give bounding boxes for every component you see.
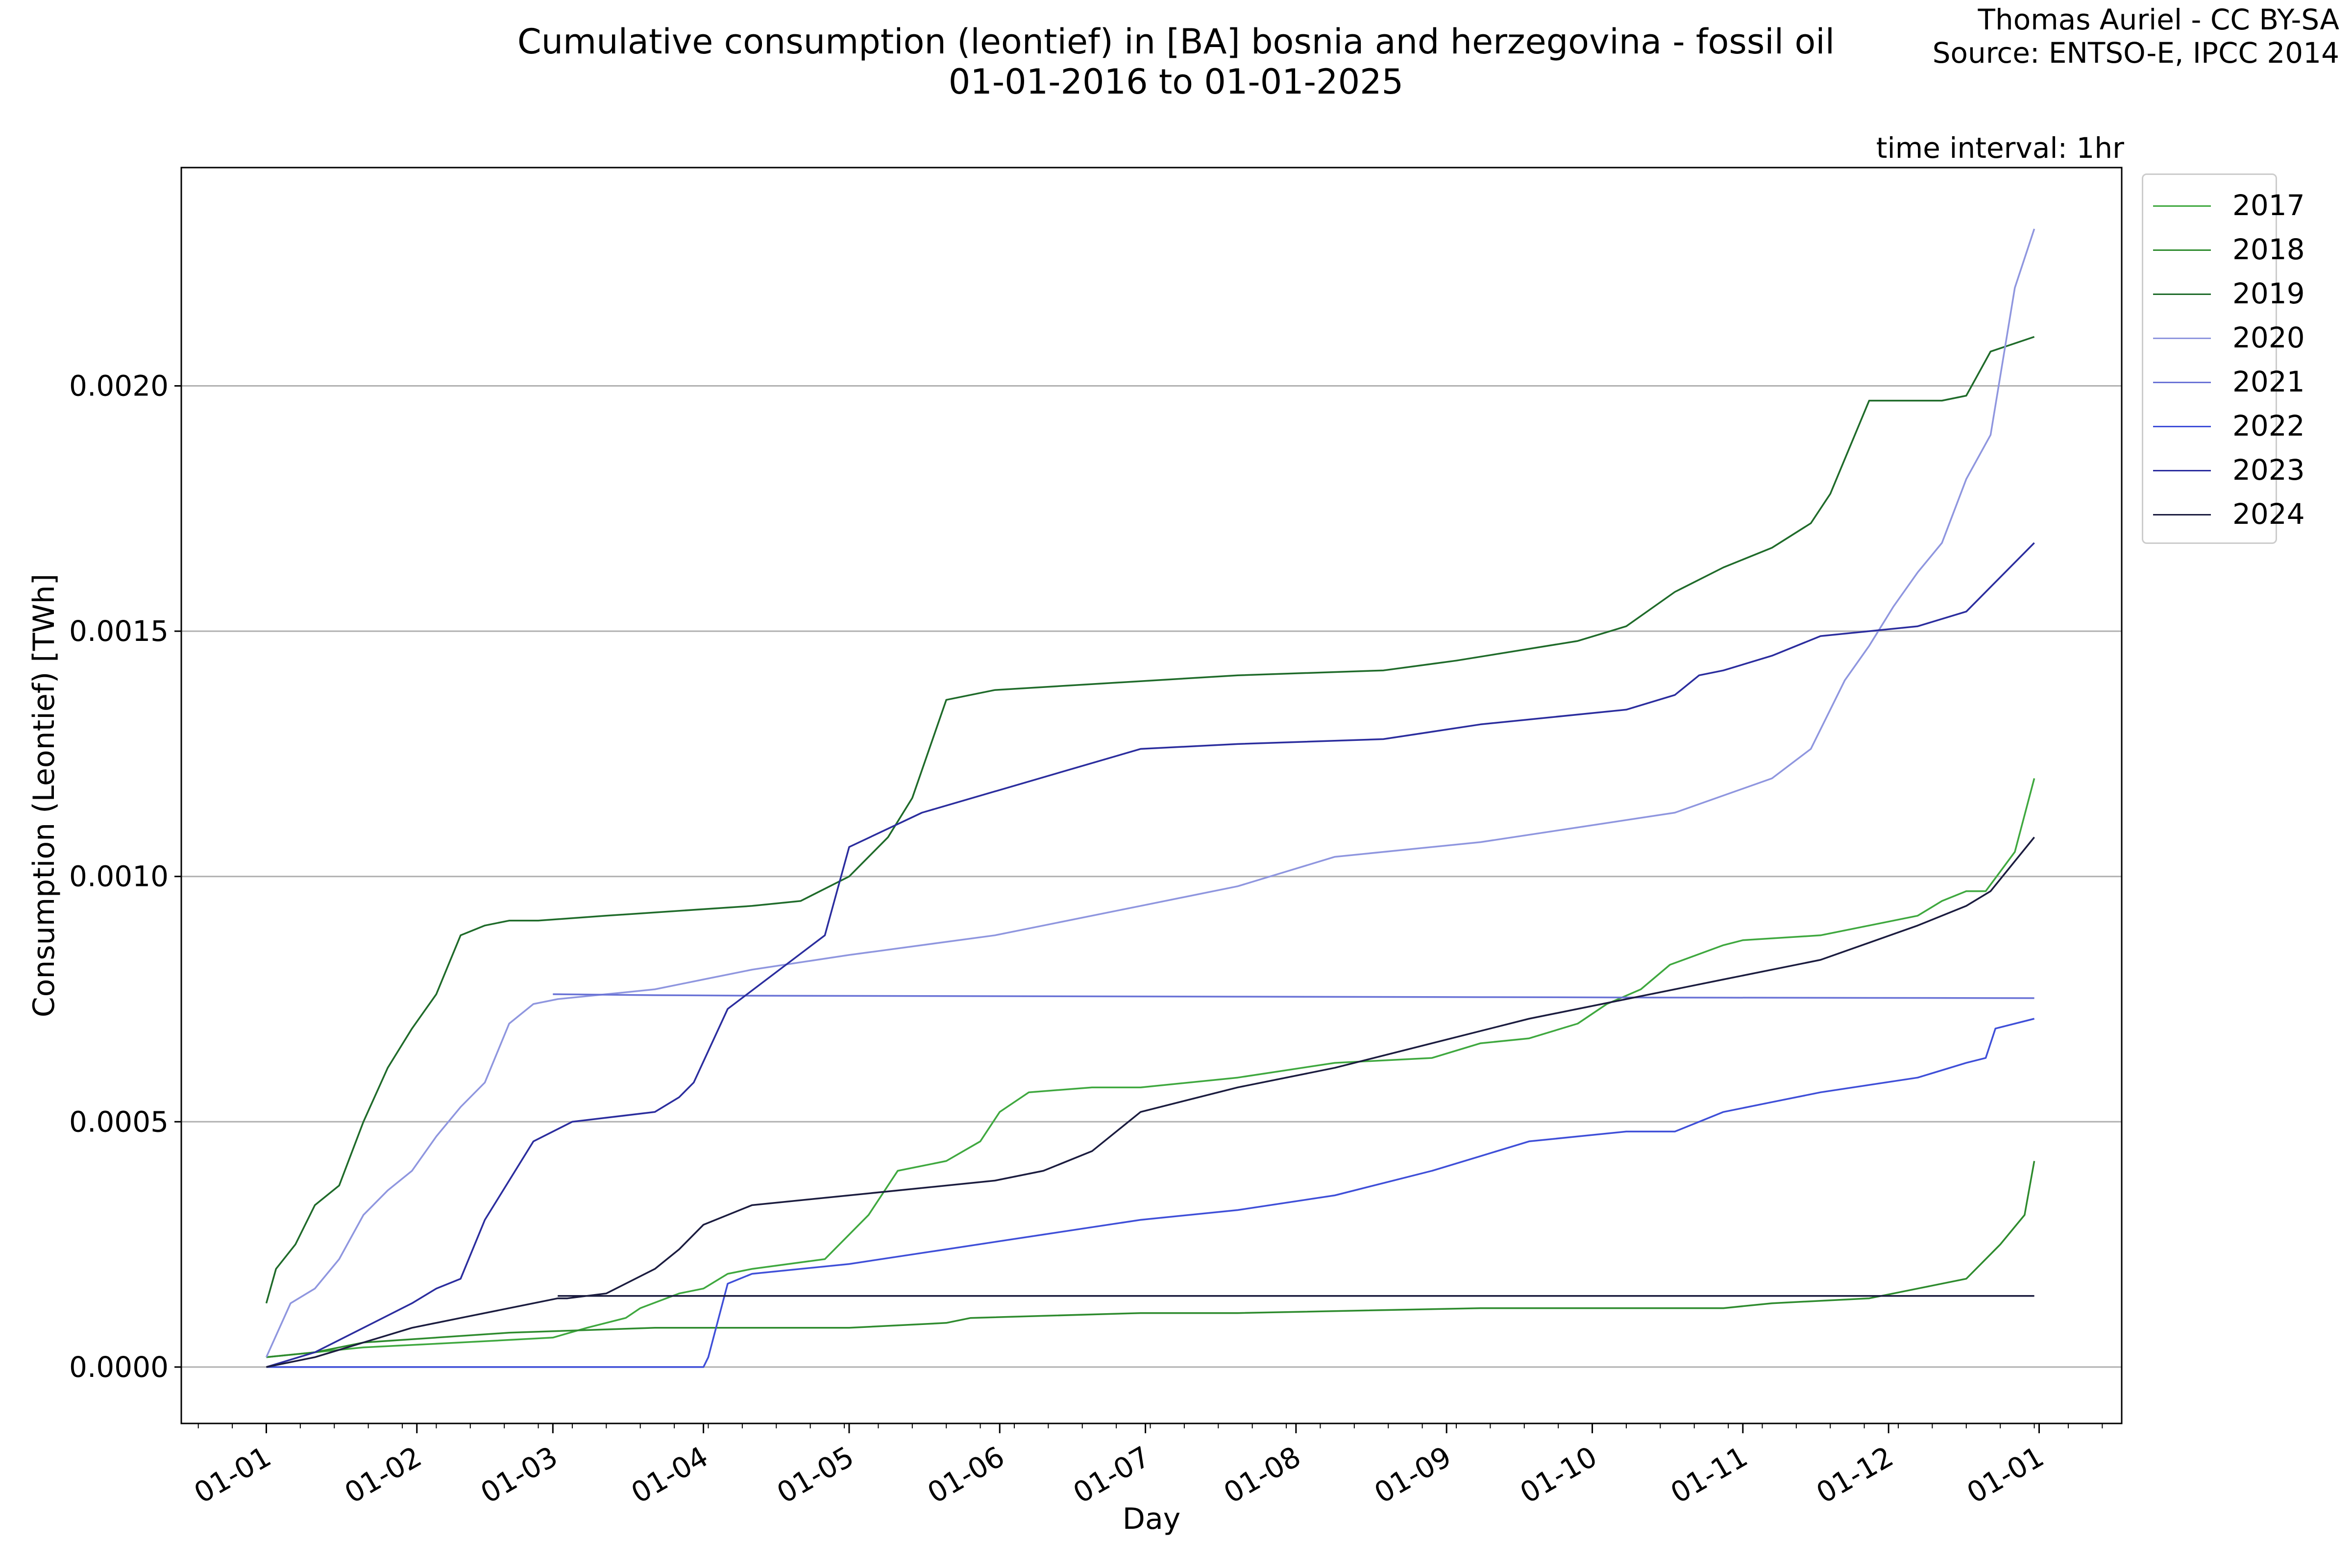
y-tick-label: 0.0020 [69,369,169,403]
x-tick-label: 01-01 [1961,1440,2050,1510]
x-axis-label: Day [1123,1502,1180,1536]
y-tick-label: 0.0005 [69,1105,169,1138]
legend-label: 2021 [2232,365,2305,398]
legend-item-2021: 2021 [2143,362,2305,401]
y-tick-label: 0.0015 [69,614,169,648]
x-tick-label: 01-04 [626,1440,714,1510]
y-tick-label: 0.0010 [69,860,169,893]
credit-block: Thomas Auriel - CC BY-SA Source: ENTSO-E… [1933,3,2339,70]
legend-label: 2024 [2232,497,2305,531]
legend-item-2019: 2019 [2143,274,2305,313]
chart-title-line1: Cumulative consumption (leontief) in [BA… [517,22,1835,62]
x-tick-label: 01-09 [1369,1440,1457,1510]
x-tick-label: 01-02 [339,1440,427,1510]
x-tick-label: 01-03 [475,1440,563,1510]
legend-label: 2020 [2232,321,2305,354]
plot-frame [180,167,2123,1424]
y-tick-label: 0.0000 [69,1350,169,1384]
legend-item-2017: 2017 [2143,186,2305,225]
credit-source: Source: ENTSO-E, IPCC 2014 [1932,36,2339,70]
credit-author: Thomas Auriel - CC BY-SA [1978,3,2339,36]
x-tick-label: 01-05 [771,1440,859,1510]
x-tick-label: 01-08 [1218,1440,1306,1510]
series-line-2024 [266,836,2035,1368]
legend-item-2022: 2022 [2143,406,2305,445]
legend-item-2020: 2020 [2143,318,2305,357]
series-line-2020 [265,228,2035,1358]
legend-swatch [2153,470,2211,471]
legend-item-2024: 2024 [2143,494,2305,534]
legend-swatch [2153,338,2211,339]
legend-label: 2017 [2232,189,2305,222]
y-axis-label: Consumption (Leontief) [TWh] [27,574,61,1017]
x-tick-label: 01-01 [189,1440,277,1510]
x-tick-label: 01-06 [922,1440,1010,1510]
chart-title-line2: 01-01-2016 to 01-01-2025 [948,62,1404,102]
chart-legend: 2017 2018 2019 2020 2021 2022 2023 2024 [2142,173,2305,544]
legend-label: 2019 [2232,277,2305,310]
legend-swatch [2153,382,2211,383]
series-line-2021 [553,993,2034,999]
plot-area [181,168,2122,1423]
legend-swatch [2153,294,2211,295]
legend-item-2018: 2018 [2143,230,2305,269]
legend-swatch [2153,205,2211,207]
x-tick-label: 01-12 [1811,1440,1899,1510]
x-tick-label: 01-11 [1665,1440,1753,1510]
x-tick-label: 01-07 [1068,1440,1156,1510]
legend-label: 2022 [2232,409,2305,442]
chart-title: Cumulative consumption (leontief) in [BA… [0,22,2352,102]
legend-swatch [2153,426,2211,427]
time-interval-label: time interval: 1hr [1876,131,2124,165]
legend-swatch [2153,514,2211,515]
series-line-2017 [266,778,2035,1358]
legend-label: 2023 [2232,453,2305,487]
series-line-2018 [266,1161,2035,1358]
x-tick-label: 01-10 [1515,1440,1603,1510]
legend-item-2023: 2023 [2143,450,2305,490]
series-line-2019 [265,336,2035,1304]
series-line-2022 [266,1018,2035,1368]
series-line-2023 [266,542,2035,1368]
legend-swatch [2153,249,2211,251]
legend-label: 2018 [2232,233,2305,266]
